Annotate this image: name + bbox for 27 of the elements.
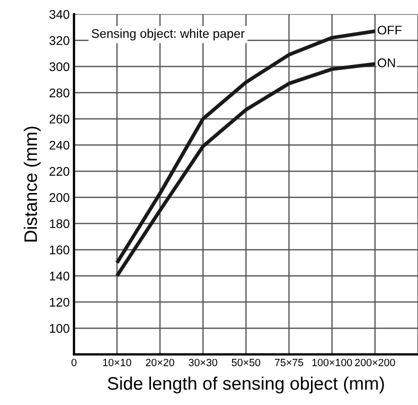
y-tick-label: 320 [49, 36, 70, 45]
annotation: Sensing object: white paper [92, 28, 245, 40]
x-tick-label: 200×200 [355, 358, 396, 366]
y-tick-label: 220 [50, 166, 70, 176]
x-tick-label: 50×50 [232, 358, 260, 366]
x-tick-label: 20×20 [146, 358, 174, 366]
y-tick-label: 120 [50, 298, 70, 307]
y-tick-label: 280 [50, 88, 70, 98]
y-tick-label: 340 [49, 10, 70, 19]
y-tick-label: 260 [50, 114, 70, 124]
line-series [115, 62, 377, 278]
x-tick-label: 10×10 [103, 358, 132, 366]
x-axis-title: Side length of sensing object (mm) [108, 376, 384, 394]
x-tick-label: 75×75 [274, 358, 304, 366]
y-tick-label: 200 [50, 193, 70, 202]
y-tick-label: 180 [50, 219, 70, 228]
series-label: OFF [378, 26, 402, 35]
x-tick-label: 0 [71, 358, 76, 366]
x-tick-label: 100×100 [312, 358, 352, 366]
y-tick-label: 300 [49, 62, 70, 72]
x-tick-label: 30×30 [188, 358, 218, 366]
y-axis-title: Distance (mm) [24, 126, 41, 242]
y-tick-label: 160 [50, 246, 70, 254]
y-tick-label: 140 [50, 272, 70, 281]
y-tick-label: 100 [50, 324, 70, 333]
series-label: ON [378, 58, 395, 68]
y-tick-label: 240 [50, 140, 70, 150]
